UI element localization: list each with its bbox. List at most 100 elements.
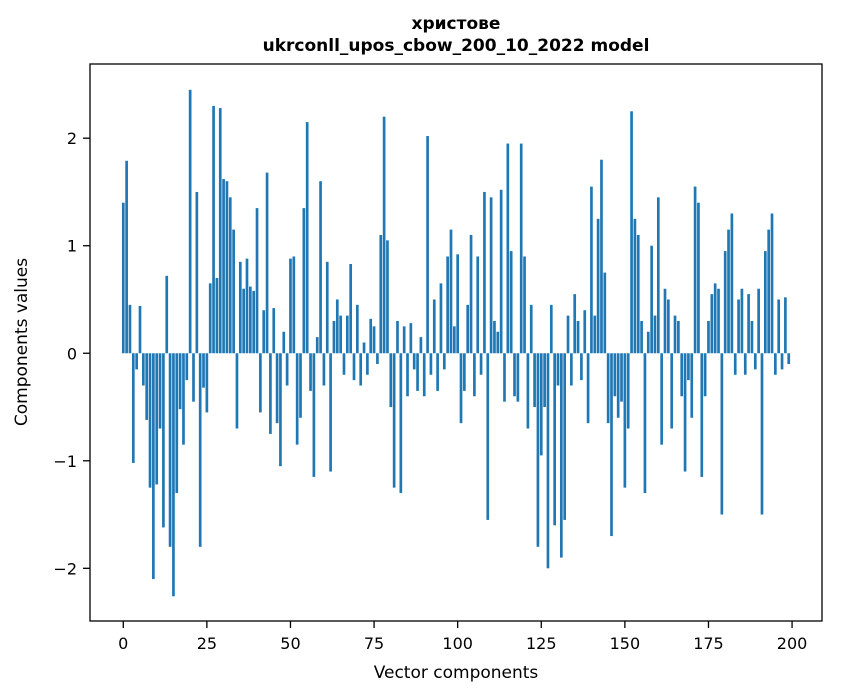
bar [737,299,740,354]
y-axis-label: Components values [12,258,32,426]
bar [623,353,627,488]
bar [479,353,483,375]
bar [145,353,149,420]
bar [345,315,349,354]
bar [673,315,677,354]
bar [292,256,296,354]
x-tick-label: 0 [118,634,128,653]
bar [700,353,704,477]
bar [456,254,460,354]
bar [262,310,266,354]
bar [506,143,510,354]
bar [295,353,299,445]
bar [225,181,229,354]
bar [717,288,720,354]
bar [182,353,185,445]
bar [523,256,526,354]
bar [563,353,567,520]
bar [142,353,145,386]
bar [463,353,466,391]
bar [643,353,647,494]
bar [459,353,463,424]
bar [198,353,202,547]
bar [697,202,700,354]
bar [596,218,600,354]
bar [406,353,409,397]
bar [707,320,710,354]
bar [469,234,473,354]
bar [703,353,707,397]
bar [593,315,597,354]
bar [576,320,580,354]
bar [162,353,165,528]
bar [493,320,496,354]
bar [429,353,433,375]
y-tick-label: −1 [53,452,77,471]
bar [232,229,235,354]
bar [784,297,787,354]
bar [693,186,697,354]
bar [650,245,653,354]
bar [503,353,506,402]
bar [349,264,353,354]
bar [242,288,245,354]
bar [325,261,329,354]
bar [192,353,195,402]
bar [570,353,573,386]
bar [513,353,516,397]
bar [135,353,138,370]
bar [332,320,336,354]
bar [228,197,232,354]
bar [777,299,781,354]
bar [442,353,446,370]
bar [165,275,169,354]
bar [252,290,256,354]
bar [359,353,363,386]
x-tick-label: 150 [610,634,641,653]
bar [499,189,503,354]
bar [342,353,346,375]
bar [690,353,694,418]
bar [249,286,252,354]
bar [379,234,383,354]
bar [416,353,419,391]
bar [185,353,189,381]
bar [663,288,667,354]
bar [496,331,500,354]
bar [356,304,359,354]
chart-title-model: ukrconll_upos_cbow_200_10_2022 model [263,36,650,56]
bar [466,304,470,354]
bar [613,353,617,397]
y-tick-label: −2 [53,559,77,578]
bar [376,353,379,364]
bar [489,197,493,354]
bar [763,251,767,354]
bar [299,353,302,418]
bar [560,353,563,558]
bar [369,318,373,354]
bar [208,283,212,354]
bar [770,213,774,354]
bar [289,258,292,354]
bar [519,143,523,354]
x-tick-label: 175 [693,634,724,653]
x-tick-label: 200 [777,634,808,653]
bar [339,315,342,354]
bar [750,320,754,354]
bar [335,299,339,354]
bar [392,353,396,488]
bar [305,122,309,354]
bar [275,353,279,424]
bar [449,229,453,354]
bar [265,172,269,354]
y-tick-label: 1 [67,237,77,256]
bar [533,353,536,408]
bar [667,299,670,354]
bar [583,310,587,354]
bar [426,136,429,354]
bar [757,288,760,354]
bar [740,288,744,354]
bar [255,208,259,354]
bar [121,202,125,354]
bar [352,353,356,381]
